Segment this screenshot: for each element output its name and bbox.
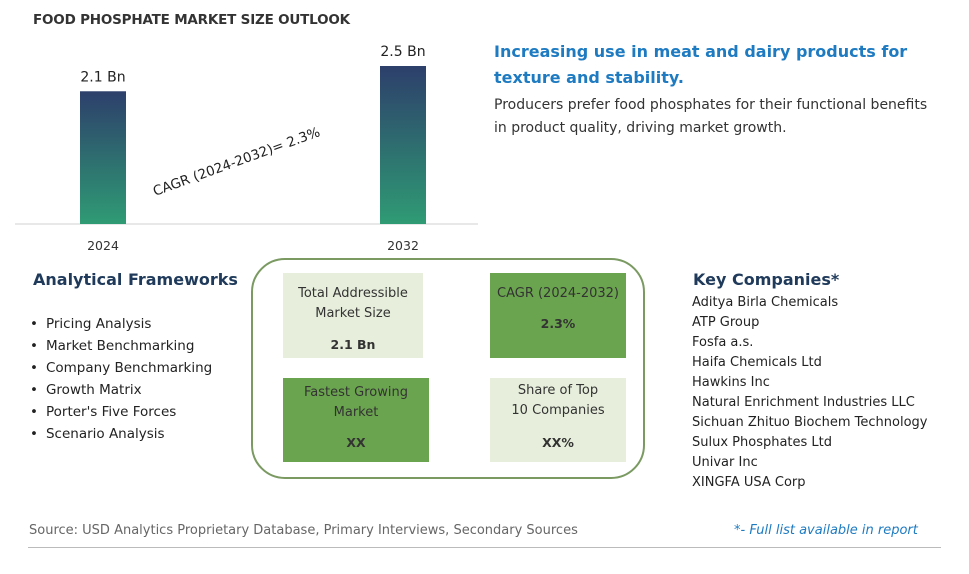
bar-2024 bbox=[80, 91, 126, 224]
metric-cagr: CAGR (2024-2032) 2.3% bbox=[490, 273, 626, 358]
key-companies-list: Aditya Birla Chemicals ATP Group Fosfa a… bbox=[692, 293, 928, 493]
list-item: XINGFA USA Corp bbox=[692, 475, 806, 490]
list-item: Sichuan Zhituo Biochem Technology bbox=[692, 415, 928, 430]
subtext: Producers prefer food phosphates for the… bbox=[494, 97, 928, 136]
list-item: Sulux Phosphates Ltd bbox=[692, 435, 833, 450]
metric-cagr-value: 2.3% bbox=[540, 316, 576, 331]
list-item: Growth Matrix bbox=[30, 379, 212, 401]
data-label-2024: 2.1 Bn bbox=[80, 69, 125, 85]
list-item: Scenario Analysis bbox=[30, 423, 212, 445]
metric-tam: Total Addressible Market Size 2.1 Bn bbox=[283, 273, 423, 358]
list-item: Hawkins Inc bbox=[692, 375, 770, 390]
frameworks-list: Pricing Analysis Market Benchmarking Com… bbox=[30, 313, 212, 445]
list-item: Aditya Birla Chemicals bbox=[692, 295, 839, 310]
x-tick-2024: 2024 bbox=[87, 238, 119, 253]
bar-2032 bbox=[380, 66, 426, 224]
list-item: Haifa Chemicals Ltd bbox=[692, 355, 822, 370]
bar-chart: 2.1 Bn 2024 2.5 Bn 2032 CAGR (2024-2032)= 2… bbox=[15, 44, 478, 253]
metrics-panel: Total Addressible Market Size 2.1 Bn CAG… bbox=[251, 258, 645, 479]
metric-share-value: XX% bbox=[542, 435, 574, 450]
metric-fastest-label: Fastest Growing Market bbox=[304, 385, 408, 420]
list-item: Porter's Five Forces bbox=[30, 401, 212, 423]
x-tick-2032: 2032 bbox=[387, 238, 419, 253]
data-label-2032: 2.5 Bn bbox=[380, 44, 425, 60]
bottom-divider bbox=[28, 547, 941, 548]
metric-fastest-value: XX bbox=[346, 435, 366, 450]
frameworks-title: Analytical Frameworks bbox=[33, 270, 238, 289]
list-item: ATP Group bbox=[692, 315, 760, 330]
metric-share-label: Share of Top 10 Companies bbox=[511, 383, 605, 418]
chart-title: FOOD PHOSPHATE MARKET SIZE OUTLOOK bbox=[33, 12, 350, 28]
list-item: Natural Enrichment Industries LLC bbox=[692, 395, 915, 410]
key-companies-title: Key Companies* bbox=[693, 270, 840, 289]
headline: Increasing use in meat and dairy product… bbox=[494, 42, 908, 87]
list-item: Pricing Analysis bbox=[30, 313, 212, 335]
metric-tam-value: 2.1 Bn bbox=[330, 337, 376, 352]
footnote: *- Full list available in report bbox=[734, 523, 918, 538]
source-note: Source: USD Analytics Proprietary Databa… bbox=[29, 523, 578, 538]
list-item: Fosfa a.s. bbox=[692, 335, 754, 350]
metric-share: Share of Top 10 Companies XX% bbox=[490, 378, 626, 462]
list-item: Market Benchmarking bbox=[30, 335, 212, 357]
list-item: Company Benchmarking bbox=[30, 357, 212, 379]
metric-fastest: Fastest Growing Market XX bbox=[283, 378, 429, 462]
list-item: Univar Inc bbox=[692, 455, 758, 470]
metric-tam-label: Total Addressible Market Size bbox=[298, 286, 408, 321]
metric-cagr-label: CAGR (2024-2032) bbox=[497, 286, 619, 301]
cagr-annotation: CAGR (2024-2032)= 2.3% bbox=[151, 124, 323, 199]
